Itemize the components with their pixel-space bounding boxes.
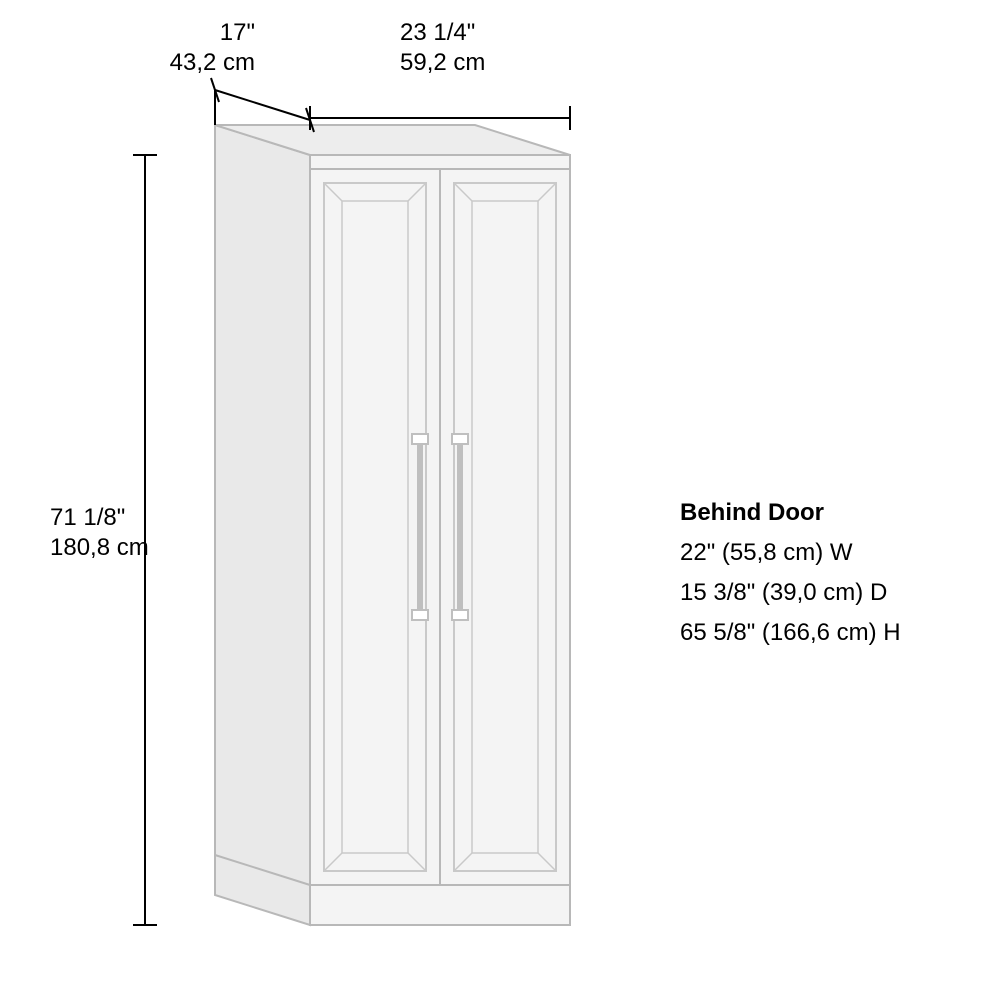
svg-text:43,2 cm: 43,2 cm bbox=[170, 49, 255, 76]
svg-text:Behind Door: Behind Door bbox=[680, 499, 824, 526]
behind-door-info: Behind Door 22" (55,8 cm) W 15 3/8" (39,0 … bbox=[680, 499, 901, 646]
svg-text:71 1/8": 71 1/8" bbox=[50, 504, 125, 531]
svg-text:65 5/8" (166,6 cm) H: 65 5/8" (166,6 cm) H bbox=[680, 619, 901, 646]
svg-text:17": 17" bbox=[220, 19, 255, 46]
svg-text:180,8 cm: 180,8 cm bbox=[50, 534, 149, 561]
svg-text:59,2 cm: 59,2 cm bbox=[400, 49, 485, 76]
svg-text:15 3/8" (39,0 cm) D: 15 3/8" (39,0 cm) D bbox=[680, 579, 887, 606]
svg-text:23 1/4": 23 1/4" bbox=[400, 19, 475, 46]
dimension-diagram: 17" 43,2 cm 23 1/4" 59,2 cm 71 1/8" 180,8 cm B… bbox=[0, 0, 1000, 1000]
cabinet-drawing bbox=[215, 125, 570, 925]
svg-text:22" (55,8 cm) W: 22" (55,8 cm) W bbox=[680, 539, 853, 566]
